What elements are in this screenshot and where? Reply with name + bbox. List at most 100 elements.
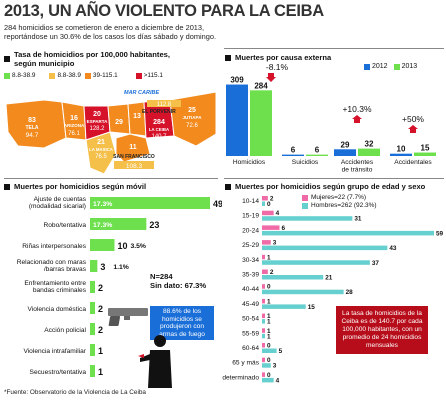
motive-bar bbox=[90, 218, 147, 230]
age-bar bbox=[262, 372, 265, 377]
map-rate: 76.5 bbox=[95, 154, 107, 160]
map-rate: 112.8 bbox=[157, 102, 172, 108]
porvenir-rate-box bbox=[147, 100, 181, 107]
motive-value-label: 2 bbox=[98, 325, 103, 335]
age-bar bbox=[262, 363, 271, 368]
cause-category-label: Suicidios bbox=[292, 159, 319, 166]
map-num: 20 bbox=[93, 111, 101, 118]
bullet-square-icon bbox=[4, 56, 10, 62]
n-total: N=284 bbox=[150, 272, 173, 281]
motive-heading-text: Muertes por homicidios según móvil bbox=[14, 182, 147, 191]
age-value-label: 1 bbox=[267, 319, 271, 326]
age-bar bbox=[262, 269, 268, 274]
cause-value-label: 10 bbox=[397, 145, 406, 154]
motive-chart: Ajuste de cuentas (modalidad sicarial) 17.… bbox=[17, 196, 222, 377]
age-bar bbox=[262, 348, 277, 353]
age-bar bbox=[262, 284, 265, 289]
map-num: 29 bbox=[115, 119, 123, 126]
age-value-label: 0 bbox=[267, 201, 271, 208]
motive-value-label: 3 bbox=[100, 262, 105, 272]
age-value-label: 59 bbox=[436, 230, 444, 237]
age-category-label: 35-39 bbox=[242, 272, 259, 279]
source-footer: *Fuente: Observatorio de la Violencia de… bbox=[4, 389, 146, 396]
motive-heading: Muertes por homicidios según móvil bbox=[4, 182, 146, 191]
map-name: ESPARTA bbox=[87, 119, 109, 124]
motive-bar bbox=[90, 365, 95, 377]
age-value-label: 21 bbox=[325, 275, 333, 282]
age-bar bbox=[262, 201, 265, 206]
map-name: LA MASICA bbox=[89, 147, 113, 152]
map-legend-item: 8.8-38.9 bbox=[4, 72, 35, 79]
legend-label: 8.8-38.9 bbox=[57, 72, 81, 79]
map-rate: 94.7 bbox=[26, 132, 39, 139]
cause-heading: Muertes por causa externa bbox=[225, 53, 331, 62]
cause-value-label: 15 bbox=[421, 144, 430, 153]
cause-value-label: 6 bbox=[291, 146, 296, 155]
age-category-label: 25-29 bbox=[242, 242, 259, 249]
page-subtitle: 284 homicidios se cometieron de enero a … bbox=[4, 23, 217, 41]
motive-bar bbox=[90, 281, 95, 293]
cause-legend: 2012 2013 bbox=[364, 63, 417, 70]
map-num: 16 bbox=[70, 115, 78, 122]
cause-bar bbox=[334, 149, 356, 156]
age-bar bbox=[262, 333, 265, 339]
map-num: 21 bbox=[97, 139, 105, 146]
cause-bar bbox=[358, 148, 380, 156]
map-num: 13 bbox=[133, 113, 141, 120]
cause-chart: 309 284 Homicidios -8.1% 6 6 Suicidios 29 32 Acci… bbox=[226, 62, 436, 174]
cause-category-label: Accidentes de tránsito bbox=[341, 159, 374, 174]
gun-icon bbox=[108, 306, 152, 328]
motive-category-label: Acción policial bbox=[44, 327, 86, 334]
age-value-label: 0 bbox=[267, 357, 271, 364]
age-value-label: 31 bbox=[354, 216, 362, 223]
map-name: ARIZONA bbox=[64, 123, 85, 128]
motive-category-label: Secuestro/tentativa bbox=[30, 369, 87, 376]
age-value-label: 5 bbox=[279, 348, 283, 355]
age-value-label: 28 bbox=[346, 289, 354, 296]
age-value-label: 15 bbox=[308, 304, 316, 311]
map-legend-item: 39-115.1 bbox=[84, 72, 118, 79]
map-name: TELA bbox=[25, 125, 38, 131]
age-bar bbox=[262, 289, 344, 295]
cause-change-label: -8.1% bbox=[266, 62, 289, 72]
cause-change-label: +50% bbox=[402, 114, 424, 124]
age-category-label: 15-19 bbox=[242, 213, 259, 220]
map-name: LA CEIBA bbox=[149, 127, 169, 132]
cause-category-label: Accidentales bbox=[394, 159, 432, 166]
age-bar bbox=[262, 275, 324, 280]
age-value-label: 6 bbox=[281, 225, 285, 232]
map-rate: 128.2 bbox=[89, 126, 105, 132]
motive-category-label: Violencia doméstica bbox=[27, 306, 86, 313]
age-value-label: 0 bbox=[267, 343, 271, 350]
age-value-label: 1 bbox=[267, 298, 271, 305]
motive-bar bbox=[90, 323, 95, 335]
age-value-label: 1 bbox=[267, 313, 271, 320]
legend-swatch-icon bbox=[135, 72, 142, 79]
region-jutiapa bbox=[169, 91, 217, 147]
age-divider bbox=[224, 178, 444, 179]
motive-divider bbox=[4, 178, 218, 179]
motive-value-label: 1 bbox=[98, 367, 103, 377]
legend-label: Hombres=262 (92.3%) bbox=[311, 202, 377, 209]
motive-percent-label: 1.1% bbox=[113, 264, 129, 271]
legend-swatch-icon bbox=[302, 195, 308, 201]
legend-label: Mujeres=22 (7.7%) bbox=[311, 194, 367, 201]
bullet-square-icon bbox=[4, 183, 10, 190]
motive-value-label: 2 bbox=[98, 304, 103, 314]
motive-value-label: 1 bbox=[98, 346, 103, 356]
map-heading-text: Tasa de homicidios por 100,000 habitante… bbox=[14, 50, 171, 68]
age-bar bbox=[262, 225, 280, 230]
legend-label: 2013 bbox=[401, 63, 418, 70]
motive-percent-label: 3.5% bbox=[130, 243, 146, 250]
motive-value-label: 10 bbox=[117, 241, 127, 251]
motive-category-label: Relacionado con maras/barras bravas bbox=[17, 259, 87, 273]
map-rate: 140.7 bbox=[151, 134, 167, 140]
motive-percent-label: 17.3% bbox=[93, 222, 112, 229]
arrow-up-icon bbox=[352, 115, 362, 123]
legend-swatch-icon bbox=[393, 63, 400, 70]
age-category-label: 10-14 bbox=[242, 198, 259, 205]
cause-legend-item: 2012 bbox=[364, 63, 388, 70]
legend-label: >115.1 bbox=[143, 72, 163, 79]
cause-value-label: 284 bbox=[254, 81, 268, 90]
motive-bar bbox=[90, 197, 210, 209]
